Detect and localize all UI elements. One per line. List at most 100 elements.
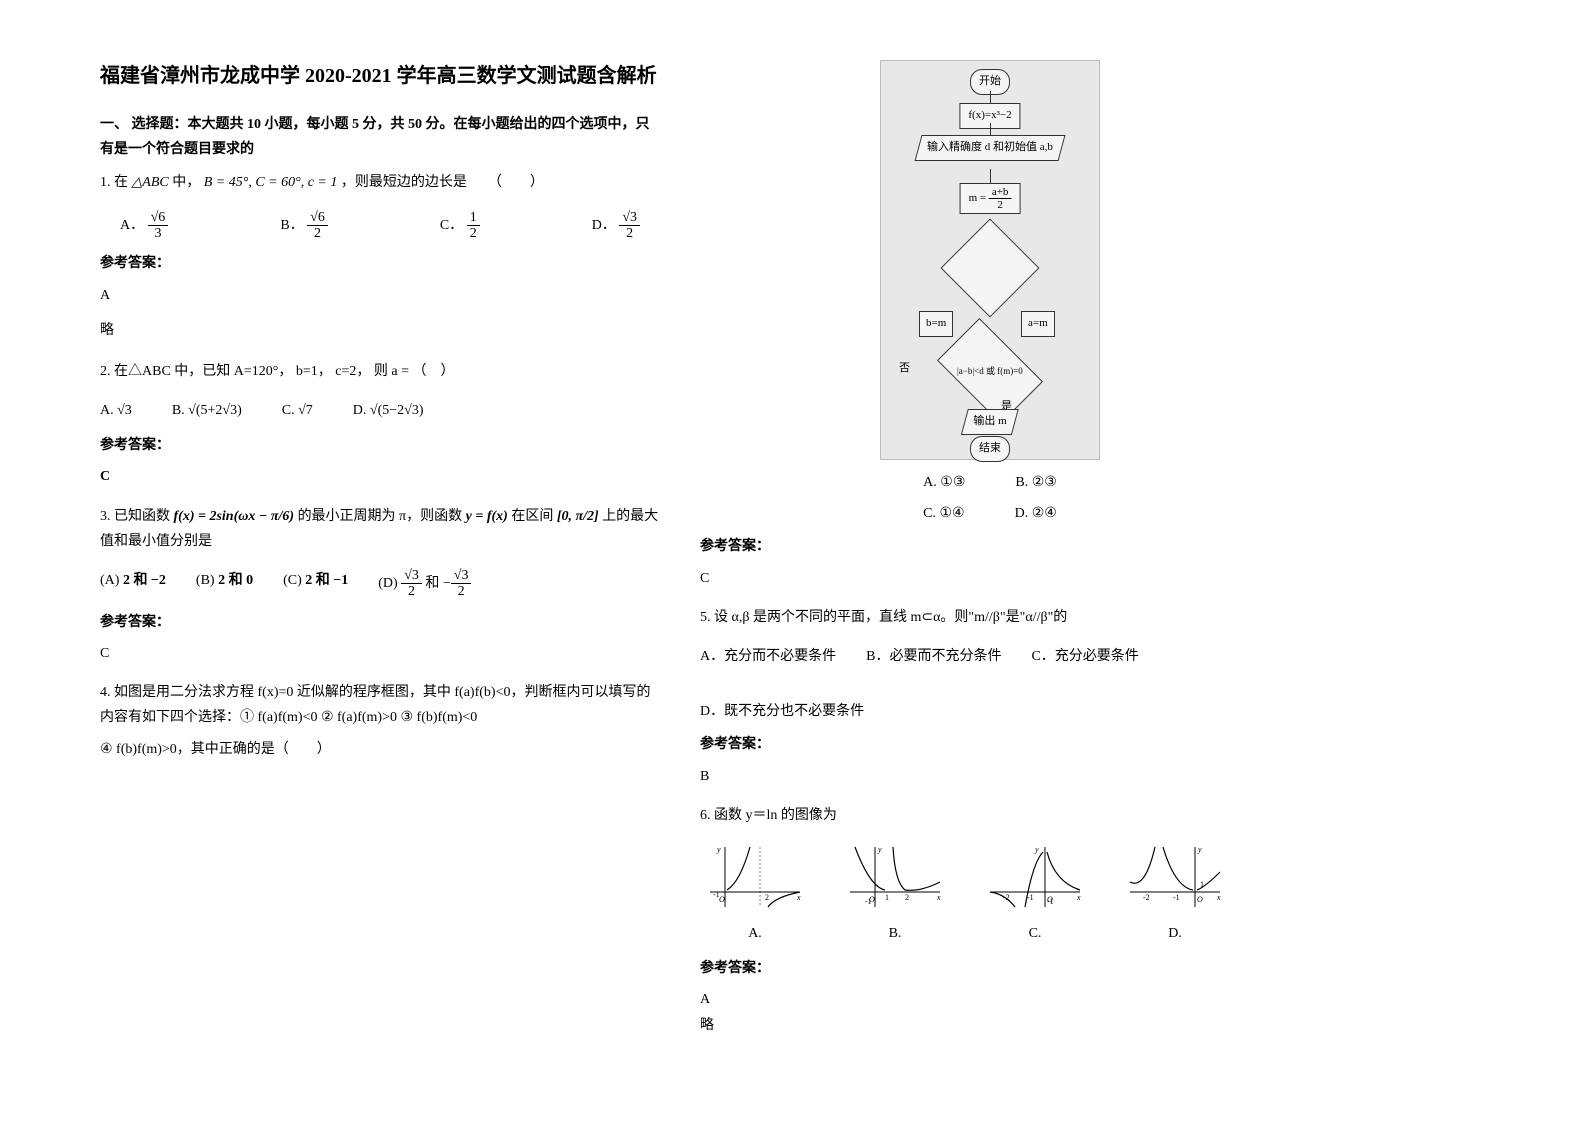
- q6-graph-a-svg: O x y 2 -1: [705, 842, 805, 912]
- q1-b-den: 2: [307, 226, 328, 241]
- q1-stem-mid: 中，: [172, 175, 200, 190]
- flow-output: 输出 m: [961, 409, 1019, 435]
- flow-step2-text: 输入精确度 d 和初始值 a,b: [927, 138, 1053, 158]
- svg-text:O: O: [719, 895, 725, 904]
- q6-graph-b: O x y 1 2 -1 B.: [840, 842, 950, 946]
- q4-line1: 4. 如图是用二分法求方程 f(x)=0 近似解的程序框图，其中 f(a)f(b…: [100, 680, 660, 730]
- svg-text:-1: -1: [865, 897, 872, 906]
- q3-d-neg: −: [443, 576, 451, 591]
- q6-graphs: O x y 2 -1 A. O x y 1: [700, 842, 1280, 946]
- q3-b-val: 2 和 0: [218, 573, 253, 588]
- q1-d-num: √3: [619, 210, 640, 226]
- q1-ans: A: [100, 283, 660, 308]
- q3-opt-c: (C) 2 和 −1: [283, 568, 348, 600]
- q1-note: 略: [100, 318, 660, 343]
- q1-triangle: △ABC: [132, 175, 169, 190]
- flow-step4b: a=m: [1021, 311, 1055, 337]
- q2-b-val: √(5+2√3): [188, 403, 242, 418]
- svg-text:x: x: [1216, 893, 1221, 902]
- q6-graph-b-svg: O x y 1 2 -1: [845, 842, 945, 912]
- question-6: 6. 函数 y＝ln 的图像为: [700, 803, 1280, 828]
- q5-options: A．充分而不必要条件 B．必要而不充分条件 C．充分必要条件 D．既不充分也不必…: [700, 644, 1280, 724]
- flow-end: 结束: [970, 436, 1010, 462]
- q2-opt-a: A. √3: [100, 398, 132, 423]
- svg-text:-2: -2: [1143, 893, 1150, 902]
- q2-c-val: √7: [298, 403, 313, 418]
- svg-text:y: y: [877, 845, 882, 854]
- q2-opt-c: C. √7: [282, 398, 313, 423]
- q1-stem-prefix: 1. 在: [100, 175, 128, 190]
- svg-text:x: x: [1076, 893, 1081, 902]
- q4-ans-label: 参考答案：: [700, 534, 1280, 559]
- q2-d-val: √(5−2√3): [370, 403, 424, 418]
- q6-graph-c-svg: O x y -2 -1 -1: [985, 842, 1085, 912]
- q1-b-label: B．: [280, 218, 303, 233]
- q2-opt-d: D. √(5−2√3): [353, 398, 424, 423]
- section-heading: 一、 选择题：本大题共 10 小题，每小题 5 分，共 50 分。在每小题给出的…: [100, 112, 660, 162]
- q3-d-num2: √3: [451, 568, 472, 584]
- q1-opt-d: D． √32: [592, 210, 640, 242]
- flow-cond-text: |a−b|<d 或 f(m)=0: [957, 363, 1023, 379]
- q3-func2: y = f(x): [466, 509, 508, 524]
- q6-label-b: B.: [840, 921, 950, 946]
- q1-c-den: 2: [467, 226, 480, 241]
- q3-opt-b: (B) 2 和 0: [196, 568, 253, 600]
- svg-text:x: x: [936, 893, 941, 902]
- q5-stem: 5. 设 α,β 是两个不同的平面，直线 m⊂α。则"m//β"是"α//β"的: [700, 605, 1280, 630]
- q3-interval: [0, π/2]: [557, 509, 599, 524]
- q2-ans-label: 参考答案：: [100, 433, 660, 458]
- q3-options: (A) 2 和 −2 (B) 2 和 0 (C) 2 和 −1 (D) √32 …: [100, 568, 660, 600]
- q6-graph-c: O x y -2 -1 -1 C.: [980, 842, 1090, 946]
- q1-ans-label: 参考答案：: [100, 251, 660, 276]
- q2-opt-b: B. √(5+2√3): [172, 398, 242, 423]
- q3-a-label: (A): [100, 573, 119, 588]
- flow-cond-no: 否: [899, 359, 910, 379]
- flow-step3-num: a+b: [989, 186, 1012, 199]
- flow-output-text: 输出 m: [973, 412, 1006, 432]
- q1-d-label: D．: [592, 218, 616, 233]
- q3-c-label: (C): [283, 573, 302, 588]
- svg-text:x: x: [796, 893, 801, 902]
- svg-text:1: 1: [885, 893, 889, 902]
- q2-d-label: D.: [353, 403, 367, 418]
- q1-paren: （ ）: [488, 175, 544, 190]
- q4-choice-d: D. ②④: [1015, 501, 1057, 526]
- q6-stem: 6. 函数 y＝ln 的图像为: [700, 808, 837, 823]
- q2-stem: 2. 在△ABC 中，已知 A=120°， b=1， c=2， 则 a = （ …: [100, 364, 455, 379]
- q6-label-a: A.: [700, 921, 810, 946]
- flow-step3: m = a+b2: [960, 183, 1021, 214]
- q3-d-den2: 2: [451, 584, 472, 599]
- q1-b-num: √6: [307, 210, 328, 226]
- q1-cond: B = 45°, C = 60°, c = 1: [204, 175, 338, 190]
- q1-d-den: 2: [619, 226, 640, 241]
- svg-text:-1: -1: [713, 890, 720, 899]
- q3-func: f(x) = 2sin(ωx − π/6): [174, 509, 295, 524]
- q1-options: A． √63 B． √62 C． 12 D． √32: [100, 210, 660, 242]
- q6-graph-d-svg: O x y -2 -1 1: [1125, 842, 1225, 912]
- q2-ans: C: [100, 464, 660, 489]
- q3-ans: C: [100, 641, 660, 666]
- svg-text:y: y: [1197, 845, 1202, 854]
- q2-a-val: √3: [117, 403, 132, 418]
- q2-b-label: B.: [172, 403, 185, 418]
- q4-line2: ④ f(b)f(m)>0，其中正确的是（ ）: [100, 737, 660, 762]
- q5-ans-label: 参考答案：: [700, 732, 1280, 757]
- svg-text:y: y: [716, 845, 721, 854]
- question-4: 4. 如图是用二分法求方程 f(x)=0 近似解的程序框图，其中 f(a)f(b…: [100, 680, 660, 762]
- q1-c-label: C．: [440, 218, 463, 233]
- q6-graph-d: O x y -2 -1 1 D.: [1120, 842, 1230, 946]
- q6-graph-a: O x y 2 -1 A.: [700, 842, 810, 946]
- q6-ans: A: [700, 987, 1280, 1012]
- svg-text:-1: -1: [1047, 897, 1054, 906]
- page-title: 福建省漳州市龙成中学 2020-2021 学年高三数学文测试题含解析: [100, 60, 660, 92]
- flow-step3-den: 2: [989, 199, 1012, 211]
- q1-opt-b: B． √62: [280, 210, 328, 242]
- q3-prefix: 3. 已知函数: [100, 509, 174, 524]
- q3-b-label: (B): [196, 573, 215, 588]
- question-5: 5. 设 α,β 是两个不同的平面，直线 m⊂α。则"m//β"是"α//β"的: [700, 605, 1280, 630]
- q1-a-label: A．: [120, 218, 144, 233]
- q5-opt-d: D．既不充分也不必要条件: [700, 699, 864, 724]
- svg-text:2: 2: [905, 893, 909, 902]
- q3-d-num1: √3: [401, 568, 422, 584]
- q4-choices-row2: C. ①④ D. ②④: [700, 501, 1280, 526]
